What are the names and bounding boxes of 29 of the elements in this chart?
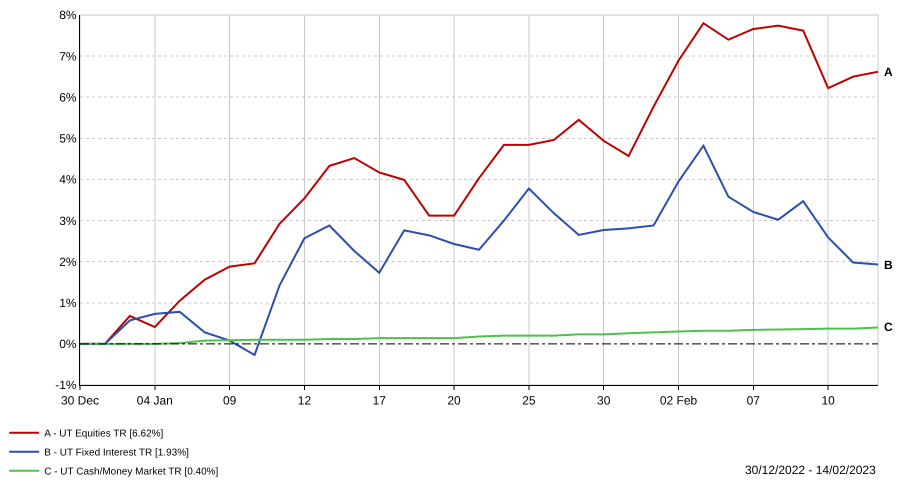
x-tick-label: 17 <box>372 393 386 408</box>
y-tick-label: 4% <box>59 172 77 187</box>
legend-label: A - UT Equities TR [6.62%] <box>44 428 164 440</box>
text: A <box>884 65 893 79</box>
y-tick-label: -1% <box>55 378 77 392</box>
x-tick-label: 09 <box>222 393 237 408</box>
line-series <box>80 326 878 345</box>
text: B <box>884 258 893 272</box>
x-tick-label: 10 <box>821 393 836 408</box>
text: C <box>884 320 893 334</box>
x-tick-label: 07 <box>746 393 760 408</box>
y-tick-label: 5% <box>59 132 77 146</box>
x-tick-label: 04 Jan <box>136 393 173 408</box>
y-tick-label: 0% <box>59 337 77 352</box>
legend-label: B - UT Fixed Interest TR [1.93%] <box>44 448 190 459</box>
x-tick-label: 20 <box>447 393 462 408</box>
x-tick-label: 02 Feb <box>660 393 698 408</box>
y-tick-label: 1% <box>59 296 77 310</box>
y-tick-label: 8% <box>59 8 77 22</box>
y-tick-label: 3% <box>59 214 77 228</box>
y-tick-label: 6% <box>59 90 77 104</box>
x-tick-label: 25 <box>522 393 536 408</box>
x-tick-label: 12 <box>298 393 312 408</box>
y-tick-label: 7% <box>59 49 77 64</box>
text: 30/12/2022 - 14/02/2023 <box>745 463 876 477</box>
y-tick-label: 2% <box>59 254 77 269</box>
legend-label: C - UT Cash/Money Market TR [0.40%] <box>44 466 219 478</box>
x-tick-label: 30 <box>597 393 611 408</box>
x-tick-label: 30 Dec <box>60 393 100 408</box>
